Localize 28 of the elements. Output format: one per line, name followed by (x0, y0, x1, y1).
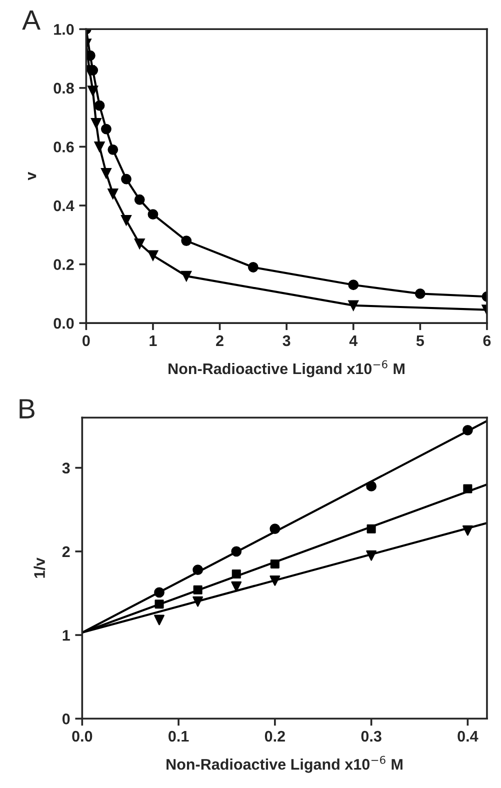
y-tick-label: 1 (62, 630, 70, 641)
y-tick-label: 3 (62, 462, 70, 474)
x-tick-label: 0.4 (458, 730, 478, 742)
y-tick-label: 0 (62, 714, 70, 724)
chart-title: B (20, 399, 34, 418)
x-tick-label: 4 (349, 335, 358, 346)
y-tick-label: 2 (62, 546, 70, 557)
x-tick-label: 3 (282, 335, 290, 346)
y-tick-label: 0.4 (54, 200, 74, 212)
y-tick-label: 0.8 (54, 82, 74, 94)
x-axis-title: Non-Radioactive Ligand x10$^{−6}$ M (168, 360, 404, 378)
chart-title: A (22, 10, 41, 30)
x-tick-label: 2 (216, 335, 224, 346)
x-tick-label: 0.3 (361, 730, 382, 742)
x-tick-label: 1 (150, 335, 157, 346)
y-tick-label: 1.0 (54, 24, 74, 35)
y-axis-title: 1/v (34, 558, 46, 578)
y-tick-label: 0.2 (54, 259, 74, 270)
y-axis-title: v (28, 172, 36, 180)
x-tick-label: 0.1 (168, 730, 189, 742)
y-tick-label: 0.6 (54, 142, 74, 152)
x-tick-label: 5 (416, 335, 424, 346)
x-tick-label: 0.0 (72, 730, 92, 742)
x-tick-label: 6 (483, 335, 491, 346)
x-axis-title: Non-Radioactive Ligand x10$^{−6}$ M (166, 756, 402, 773)
x-tick-label: 0 (82, 335, 90, 346)
y-tick-label: 0.0 (54, 318, 74, 329)
x-tick-label: 0.2 (264, 730, 285, 742)
